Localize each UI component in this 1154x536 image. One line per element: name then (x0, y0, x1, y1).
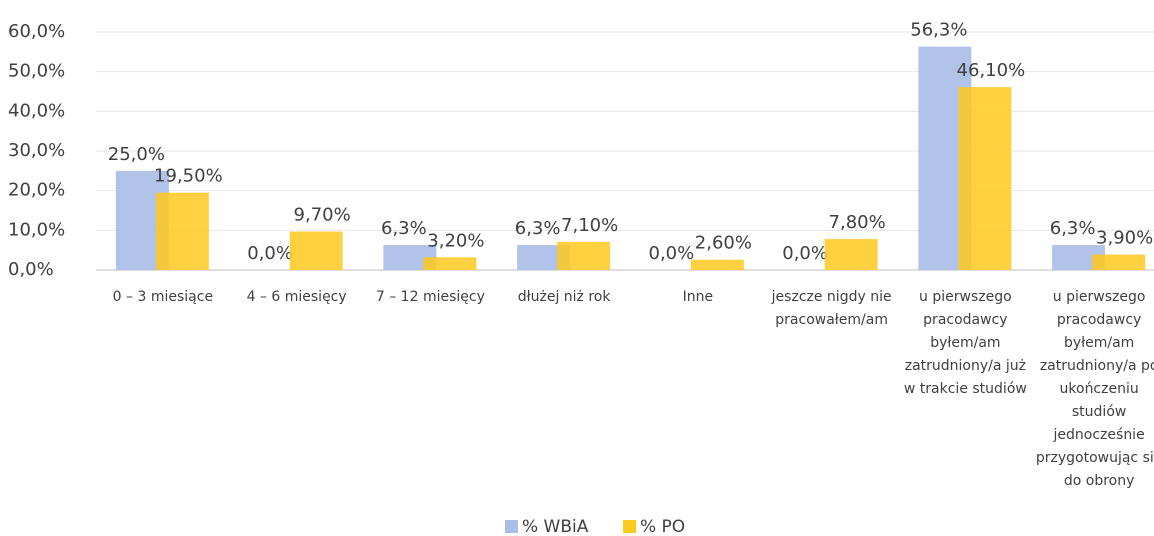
data-label: 0,0% (782, 243, 828, 264)
data-label: 3,20% (427, 230, 484, 251)
y-tick-label: 40,0% (8, 100, 65, 121)
data-label: 46,10% (957, 60, 1026, 81)
legend-swatch (623, 520, 636, 533)
data-label: 0,0% (247, 243, 293, 264)
bar (958, 87, 1012, 271)
x-tick-label: jeszcze nigdy nie pracowałem/am (771, 289, 892, 328)
x-tick-label: u pierwszego pracodawcy byłem/am zatrudn… (903, 289, 1027, 397)
data-label: 3,90% (1096, 228, 1153, 249)
data-label: 6,3% (515, 218, 561, 239)
x-tick-label: 4 – 6 miesięcy (246, 289, 347, 305)
legend-label: % PO (640, 517, 685, 536)
bar (423, 257, 477, 270)
data-label: 25,0% (108, 144, 165, 165)
data-label: 6,3% (1050, 218, 1096, 239)
bar (155, 192, 209, 270)
y-tick-label: 50,0% (8, 61, 65, 82)
bar (824, 239, 878, 270)
x-tick-label: 7 – 12 miesięcy (375, 289, 485, 305)
data-label: 0,0% (649, 243, 695, 264)
bar (289, 231, 343, 270)
data-label: 19,50% (154, 166, 223, 187)
data-label: 9,70% (294, 205, 351, 226)
bar (557, 241, 611, 270)
legend-swatch (505, 520, 518, 533)
data-label: 56,3% (910, 20, 967, 41)
y-tick-label: 10,0% (8, 219, 65, 240)
data-label: 2,60% (695, 233, 752, 254)
legend-label: % WBiA (522, 517, 589, 536)
x-tick-label: u pierwszego pracodawcy byłem/am zatrudn… (1035, 289, 1154, 489)
y-tick-label: 30,0% (8, 140, 65, 161)
x-tick-label: dłużej niż rok (517, 289, 611, 305)
x-tick-label: Inne (682, 289, 714, 305)
x-tick-label: 0 – 3 miesiące (112, 289, 214, 305)
data-label: 7,10% (561, 215, 618, 236)
bar (1092, 254, 1146, 270)
y-tick-label: 0,0% (8, 259, 54, 280)
data-label: 6,3% (381, 218, 427, 239)
bar (690, 259, 744, 270)
y-tick-label: 60,0% (8, 21, 65, 42)
data-label: 7,80% (829, 212, 886, 233)
y-tick-label: 20,0% (8, 180, 65, 201)
